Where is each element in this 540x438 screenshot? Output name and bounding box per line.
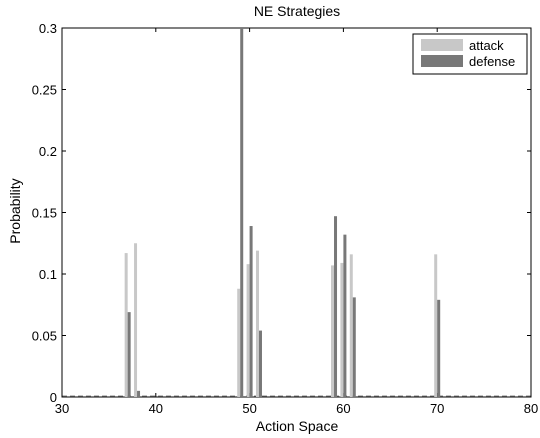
legend-swatch-defense — [421, 55, 463, 67]
bar-defense — [343, 234, 347, 397]
x-tick-label: 40 — [149, 401, 163, 416]
x-tick-label: 60 — [336, 401, 350, 416]
bar-attack — [331, 265, 335, 397]
bar-defense — [258, 330, 262, 397]
bar-defense — [137, 390, 141, 397]
y-tick-label: 0.3 — [39, 21, 57, 36]
legend-label-defense: defense — [469, 54, 515, 69]
bar-attack — [434, 254, 438, 397]
bar-defense — [352, 297, 356, 397]
bar-attack — [124, 253, 128, 397]
y-tick-label: 0 — [50, 390, 57, 405]
bar-defense — [334, 216, 338, 397]
y-tick-label: 0.2 — [39, 144, 57, 159]
y-tick-label: 0.1 — [39, 267, 57, 282]
chart-title: NE Strategies — [254, 3, 340, 19]
legend-swatch-attack — [421, 39, 463, 51]
bar-attack — [349, 254, 353, 397]
x-tick-label: 80 — [524, 401, 538, 416]
bar-attack — [237, 288, 241, 397]
bar-defense — [240, 28, 244, 397]
bar-attack — [255, 250, 259, 397]
x-tick-label: 70 — [430, 401, 444, 416]
plot-frame — [61, 27, 532, 398]
x-axis-label: Action Space — [256, 418, 339, 434]
x-tick-label: 30 — [55, 401, 69, 416]
y-tick-label: 0.05 — [32, 329, 57, 344]
bar-defense — [249, 226, 253, 397]
x-tick-label: 50 — [242, 401, 256, 416]
bar-attack — [134, 243, 138, 397]
legend-label-attack: attack — [469, 38, 504, 53]
bar-defense — [437, 299, 441, 397]
y-tick-label: 0.25 — [32, 83, 57, 98]
y-tick-label: 0.15 — [32, 206, 57, 221]
bar-attack — [340, 262, 344, 397]
y-axis-label: Probability — [7, 178, 23, 243]
bar-attack — [246, 264, 250, 397]
plot-area: 30 40 50 60 70 80 0 0.05 0.1 0.15 0.2 0.25 0.3 — [32, 21, 539, 416]
bar-defense — [127, 312, 131, 397]
